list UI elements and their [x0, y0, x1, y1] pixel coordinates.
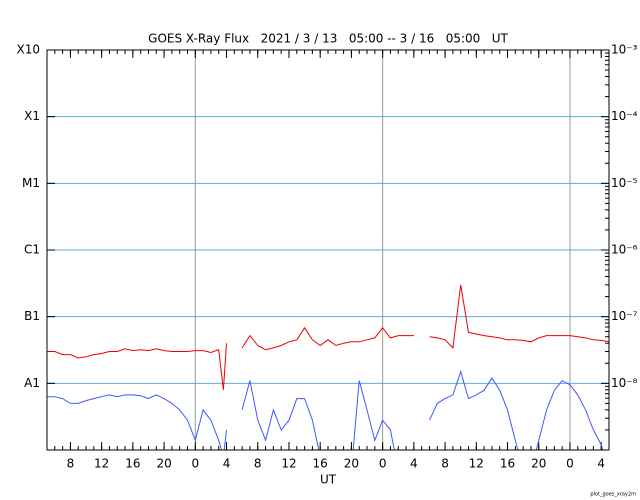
y-tick-label: A1	[24, 376, 40, 390]
x-tick-label: 0	[191, 457, 199, 471]
footer: plot_goes_xray2m	[590, 492, 636, 498]
x-tick-label: 4	[597, 457, 605, 471]
y2-tick-label: 10⁻⁶	[611, 243, 638, 257]
x-tick-label: 0	[566, 457, 574, 471]
y2-tick-label: 10⁻⁵	[611, 176, 638, 190]
x-tick-label: 20	[344, 457, 359, 471]
y-tick-label: B1	[24, 309, 40, 323]
chart-title: GOES X-Ray Flux 2021 / 3 / 13 05:00 -- 3…	[148, 32, 508, 46]
y2-tick-label: 10⁻⁴	[611, 109, 638, 123]
x-tick-label: 16	[125, 457, 140, 471]
x-tick-label: 16	[500, 457, 515, 471]
y-tick-label: M1	[22, 176, 40, 190]
y-tick-label: C1	[24, 243, 40, 257]
y2-tick-label: 10⁻⁷	[611, 309, 638, 323]
x-tick-label: 12	[281, 457, 296, 471]
x-tick-label: 4	[223, 457, 231, 471]
y2-tick-label: 10⁻³	[611, 43, 638, 57]
y2-tick-label: 10⁻⁸	[611, 376, 638, 390]
x-axis-label: UT	[320, 473, 337, 487]
y-tick-label: X1	[24, 109, 40, 123]
x-tick-label: 12	[94, 457, 109, 471]
x-tick-label: 4	[410, 457, 418, 471]
x-tick-label: 8	[254, 457, 262, 471]
flux-line	[47, 369, 604, 450]
flux-line	[47, 284, 609, 390]
plot-frame	[46, 49, 610, 451]
x-tick-label: 0	[379, 457, 387, 471]
x-tick-label: 16	[313, 457, 328, 471]
x-tick-label: 8	[441, 457, 449, 471]
x-tick-label: 20	[531, 457, 546, 471]
x-tick-label: 8	[67, 457, 75, 471]
plot-area	[47, 284, 609, 450]
x-tick-label: 20	[156, 457, 171, 471]
y-tick-label: X10	[17, 43, 41, 57]
x-tick-label: 12	[469, 457, 484, 471]
